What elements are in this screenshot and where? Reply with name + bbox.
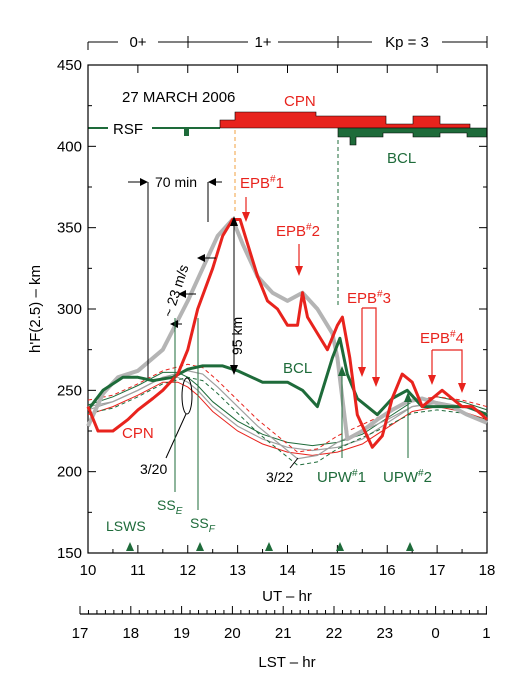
kp-bar: 0+ 1+ Kp = 3	[87, 34, 488, 51]
quiet-curve-2	[87, 370, 488, 460]
y-tick-label: 450	[57, 57, 82, 74]
x-tick-label: 13	[229, 562, 246, 579]
lsws-label: LSWS	[106, 518, 146, 534]
lsws-marker	[126, 542, 134, 551]
y-tick-label: 350	[57, 220, 82, 237]
x-tick-label: 16	[379, 562, 396, 579]
x-axis-label: UT – hr	[262, 588, 312, 605]
date-a-label: 3/20	[140, 461, 167, 477]
annotations: 70 min ~ 23 m/s 95 km EPB#1 EPB#2 EPB#3 …	[106, 174, 466, 551]
y-tick-label: 150	[57, 545, 82, 562]
lst-tick-label: 21	[275, 625, 292, 642]
cpn-curve-label: CPN	[122, 425, 154, 442]
date-b-label: 3/22	[266, 469, 293, 485]
interval-label: 70 min	[155, 174, 197, 190]
marker-3	[265, 542, 273, 551]
x-tick-label: 10	[80, 562, 97, 579]
lst-axis-label: LST – hr	[258, 654, 315, 671]
lst-tick-label: 19	[173, 625, 190, 642]
y-axis-label: h'F(2.5) – km	[27, 265, 44, 353]
rsf-label: RSF	[113, 121, 143, 138]
marker-5	[406, 542, 414, 551]
series-line-bcl	[86, 336, 488, 417]
marker-2	[196, 542, 204, 551]
quiet-green-2	[87, 376, 488, 466]
bcl-occurrence-bar	[337, 127, 488, 146]
x-tick-label: 12	[179, 562, 196, 579]
kp-label-0: 0+	[129, 34, 146, 51]
y-tick-label: 300	[57, 301, 82, 318]
y-tick-label: 400	[57, 138, 82, 155]
y-axis: 150 200 250 300 350 400 450	[57, 57, 487, 562]
x-tick-label: 17	[429, 562, 446, 579]
cpn-occurrence-bar	[219, 111, 471, 129]
epb3-label: EPB#3	[347, 289, 391, 307]
marker-4	[336, 542, 344, 551]
ss-f-label: SSF	[190, 515, 216, 535]
quiet-red-2	[87, 363, 488, 453]
chart-title: 27 MARCH 2006	[122, 89, 235, 106]
upw1-label: UPW#1	[317, 468, 366, 486]
lst-axis: 17 18 19 20 21 22 23 0 1	[72, 606, 491, 642]
rsf-bars: RSF CPN BCL	[88, 93, 488, 167]
kp-label-2: Kp = 3	[385, 34, 429, 51]
ss-e-label: SSE	[157, 497, 183, 517]
bcl-bar-label: BCL	[387, 150, 416, 167]
x-tick-label: 15	[329, 562, 346, 579]
lst-tick-label: 0	[431, 625, 439, 642]
x-axis: 10 11 12 13 14 15 16 17 18	[80, 65, 496, 579]
epb2-label: EPB#2	[276, 222, 320, 240]
lst-tick-label: 20	[224, 625, 241, 642]
x-tick-label: 18	[479, 562, 496, 579]
x-tick-label: 11	[130, 562, 146, 579]
lst-tick-label: 17	[72, 625, 89, 642]
bcl-curve-label: BCL	[283, 360, 312, 377]
drift-label: ~ 23 m/s	[160, 263, 192, 319]
lst-tick-label: 18	[122, 625, 139, 642]
y-tick-label: 250	[57, 382, 82, 399]
cpn-bar-label: CPN	[284, 93, 316, 110]
lst-tick-label: 1	[482, 625, 490, 642]
height-label: 95 km	[229, 317, 245, 355]
y-tick-label: 200	[57, 464, 82, 481]
kp-label-1: 1+	[254, 34, 271, 51]
epb1-label: EPB#1	[240, 174, 284, 192]
x-tick-label: 14	[279, 562, 296, 579]
upw2-label: UPW#2	[383, 468, 432, 486]
lst-tick-label: 22	[326, 625, 343, 642]
quiet-red-1	[87, 381, 488, 456]
epb4-label: EPB#4	[420, 329, 464, 347]
rsf-marker	[184, 128, 189, 136]
lst-tick-label: 23	[376, 625, 393, 642]
quiet-day-curves	[87, 363, 488, 466]
